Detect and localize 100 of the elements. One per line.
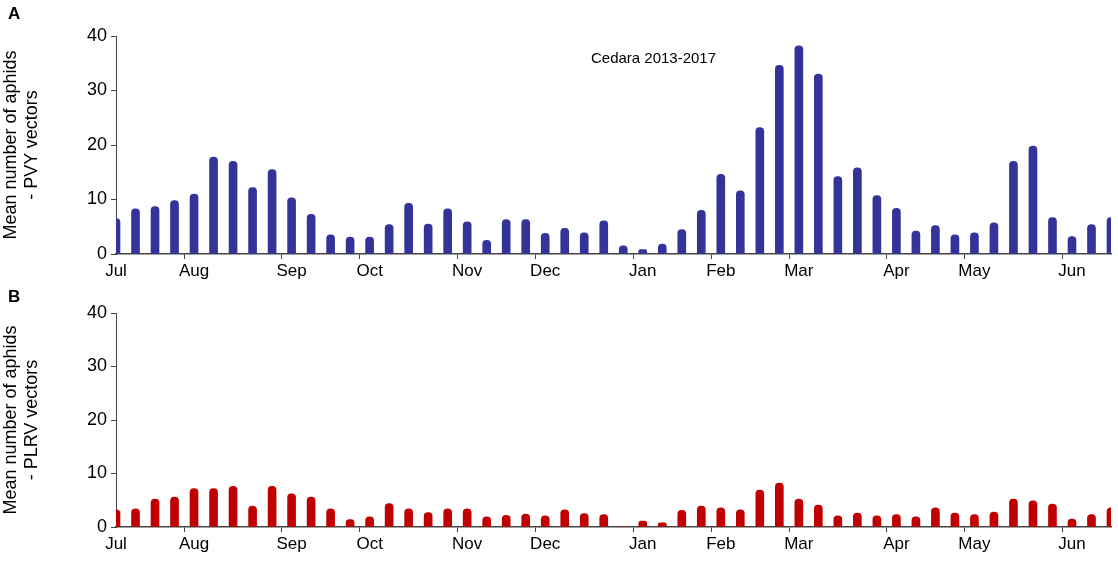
x-tick-label: Aug [178,260,210,280]
bar [189,488,199,527]
bar [989,222,999,254]
bar [267,169,277,254]
bar [306,496,316,527]
x-tick-label: Jul [105,533,127,553]
x-tick-label: Oct [356,260,384,280]
bar [540,232,550,254]
bar [599,220,609,254]
bar [735,509,745,527]
x-tick-label: Dec [530,260,561,280]
bar [755,489,765,527]
bar [814,504,823,527]
bar [775,482,784,527]
y-tick-label: 30 [86,355,107,376]
x-tick-label: Aug [178,533,210,553]
bar [696,505,706,527]
bar [560,228,570,254]
bar [287,197,296,254]
bar [1048,503,1057,527]
bar [1028,500,1038,527]
bar [931,225,940,254]
bar [326,234,335,254]
x-tick-label: Feb [706,260,736,280]
y-tick-label: 40 [86,301,107,322]
bar [384,224,394,254]
bar [462,221,472,254]
bar [950,234,960,254]
x-tick-label: Mar [784,533,814,553]
y-tick-label: 0 [96,515,107,536]
bar [228,486,238,527]
bar [1048,217,1057,254]
bar [248,187,257,254]
y-tick-label: 20 [86,133,107,154]
bar [1087,224,1096,254]
x-tick-label: Feb [706,533,736,553]
bar [209,488,218,527]
x-tick-label: Jun [1058,260,1086,280]
bar [794,498,804,527]
bar [170,496,179,527]
bar [404,508,413,527]
bar [814,73,823,254]
bar [1067,236,1077,254]
chart-title: A [8,4,21,24]
bar [404,202,413,254]
y-tick-label: 20 [86,408,107,429]
bar [150,498,160,527]
x-tick-label: Nov [452,260,483,280]
bar [775,65,784,254]
chart-title: B [8,287,21,307]
bar [716,174,726,254]
bar [560,509,570,527]
bar [794,45,804,254]
bar [892,207,901,254]
y-tick-label: 10 [86,462,107,483]
bar [170,200,179,254]
bar [970,232,979,254]
bar [853,167,862,254]
y-axis-title: Mean number of aphids - PVY vectors [0,50,42,240]
bar [735,190,745,254]
x-tick-label: Mar [784,260,814,280]
bar [579,232,589,254]
annotation: Cedara 2013-2017 [590,49,717,67]
bar [677,229,687,254]
bar [1028,145,1038,254]
x-tick-label: May [958,260,991,280]
x-tick-label: Sep [276,260,307,280]
bar [443,508,452,527]
y-axis-title: Mean number of aphids - PLRV vectors [0,325,42,515]
x-tick-label: Jul [105,260,127,280]
bar [462,508,472,527]
bar [423,223,433,254]
x-tick-label: Oct [356,533,384,553]
bar [521,219,531,254]
x-tick-label: Jun [1058,533,1086,553]
bar [443,208,452,254]
y-tick-label: 10 [86,188,107,209]
x-tick-label: Sep [276,533,307,553]
bar [287,493,296,527]
bar [696,210,706,254]
bar [306,213,316,254]
x-tick-label: Jan [629,260,657,280]
bar [911,230,921,254]
bar [384,503,394,527]
bar [267,486,277,527]
x-tick-label: Apr [883,533,910,553]
bar [326,508,335,527]
bar [931,507,940,527]
x-tick-label: Apr [883,260,910,280]
bar [872,195,882,254]
bar [833,176,843,254]
y-tick-label: 40 [86,24,107,45]
bar [189,193,199,254]
bar [501,219,511,254]
x-tick-label: Dec [530,533,561,553]
bar [755,127,765,254]
bar [1009,498,1018,527]
bar [248,505,257,527]
bar [150,206,160,254]
bar [209,156,218,254]
